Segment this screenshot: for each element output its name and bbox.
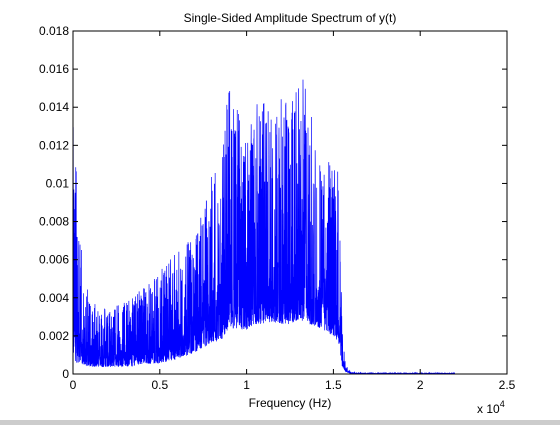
y-tick-label: 0.008 [39,215,69,229]
x-tick-label: 1 [243,378,250,392]
y-tick-label: 0.018 [39,24,69,38]
y-tick-label: 0 [62,367,69,381]
ticks-layer: 0 0.5 1 1.5 2 2.5 0 0.002 0.004 0.006 0.008 0.01 0.0… [39,24,516,392]
x-exponent-power: 4 [500,399,505,409]
y-tick-label: 0.016 [39,62,69,76]
y-tick-label: 0.006 [39,253,69,267]
x-axis-exponent-label: x 104 [477,399,505,416]
y-tick-label: 0.012 [39,138,69,152]
axes-box [72,30,508,375]
x-exponent-base: x 10 [477,402,500,416]
y-tick-label: 0.002 [39,329,69,343]
x-tick-label: 0 [70,378,77,392]
x-tick-label: 2 [417,378,424,392]
x-tick-label: 2.5 [499,378,516,392]
x-tick-label: 0.5 [151,378,168,392]
y-tick-label: 0.01 [46,176,70,190]
y-tick-label: 0.004 [39,291,69,305]
chart-title: Single-Sided Amplitude Spectrum of y(t) [184,11,397,25]
x-axis-label: Frequency (Hz) [249,396,332,410]
y-tick-label: 0.014 [39,100,69,114]
x-tick-label: 1.5 [325,378,342,392]
